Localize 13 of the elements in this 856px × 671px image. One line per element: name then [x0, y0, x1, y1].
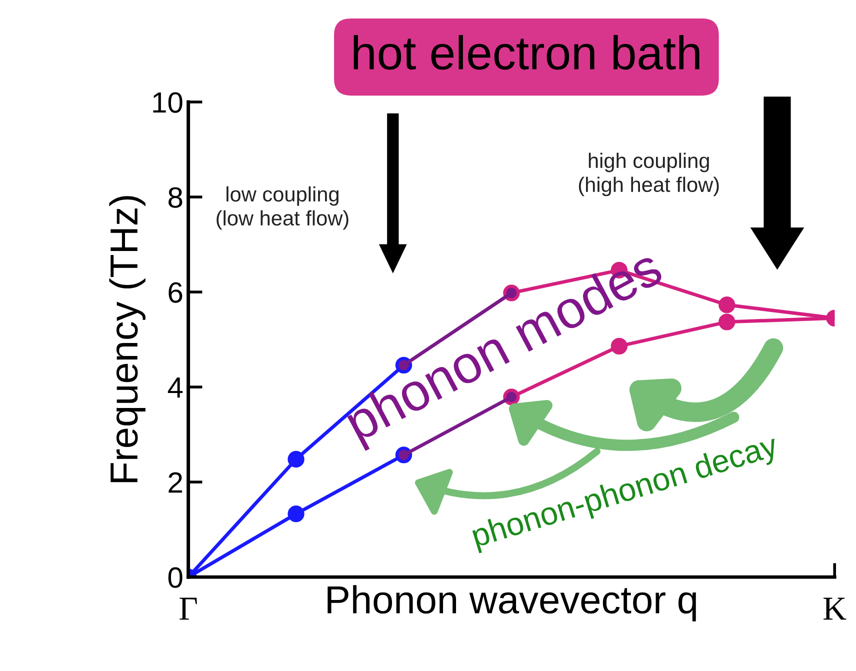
x-tick-label: K	[824, 598, 846, 620]
y-tick-label: 10	[153, 92, 182, 113]
y-tick-label: 2	[168, 472, 182, 493]
y-tick-label: 4	[168, 378, 183, 398]
y-axis-title: Frequency (THz)	[109, 196, 146, 482]
y-tick-label: 8	[168, 187, 182, 208]
y-tick-label: 0	[168, 567, 182, 588]
x-axis-title: Phonon wavevector q	[328, 585, 696, 622]
chart-title: hot electron bath	[354, 35, 700, 70]
x-tick-label: Γ	[180, 598, 197, 620]
annotation: high coupling (high heat flow)	[578, 152, 719, 196]
y-tick-label: 6	[168, 282, 182, 303]
annotation: low coupling (low heat flow)	[216, 186, 348, 230]
